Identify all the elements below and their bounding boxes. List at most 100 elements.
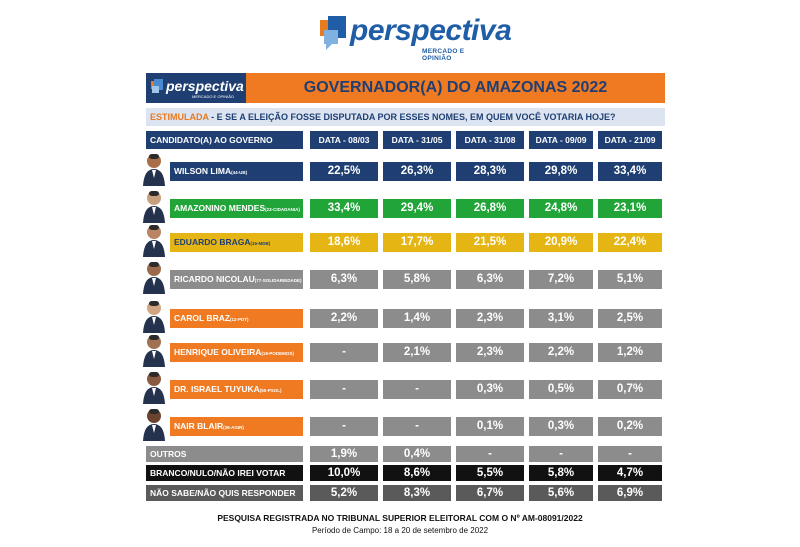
value-cell: - (310, 380, 378, 399)
value-cell: - (310, 417, 378, 436)
candidate-photo (142, 407, 166, 441)
value-cell: 0,5% (529, 380, 593, 399)
value-cell: 17,7% (383, 233, 451, 252)
row-label: AMAZONINO MENDES(23-CIDADANIA) (170, 199, 303, 218)
candidate-photo (142, 333, 166, 367)
value-cell: 6,7% (456, 485, 524, 501)
value-cell: 29,8% (529, 162, 593, 181)
header-brand-tagline: MERCADO E OPINIÃO (192, 94, 235, 99)
value-cell: 2,2% (310, 309, 378, 328)
candidate-name: RICARDO NICOLAU (174, 274, 255, 284)
value-cell: 22,5% (310, 162, 378, 181)
value-cell: 33,4% (310, 199, 378, 218)
chart-title: GOVERNADOR(A) DO AMAZONAS 2022 (303, 79, 608, 96)
value-cell: 5,1% (598, 270, 662, 289)
value-cell: 5,5% (456, 465, 524, 481)
row-label: EDUARDO BRAGA(15-MDB) (170, 233, 303, 252)
value-cell: - (456, 446, 524, 462)
column-header: DATA - 08/03 (310, 131, 378, 149)
candidate-photo (142, 152, 166, 186)
candidate-name: CAROL BRAZ (174, 313, 231, 323)
value-cell: 18,6% (310, 233, 378, 252)
candidate-photo (142, 299, 166, 333)
value-cell: 0,1% (456, 417, 524, 436)
candidate-party: (19-PODEMOS) (261, 351, 294, 356)
value-cell: 26,3% (383, 162, 451, 181)
value-cell: - (310, 343, 378, 362)
value-cell: 28,3% (456, 162, 524, 181)
value-cell: 2,1% (383, 343, 451, 362)
field-period-note: Período de Campo: 18 a 20 de setembro de… (311, 526, 489, 535)
value-cell: 23,1% (598, 199, 662, 218)
row-label: BRANCO/NULO/NÃO IREI VOTAR (146, 465, 303, 481)
candidate-photo (142, 189, 166, 223)
candidate-name: BRANCO/NULO/NÃO IREI VOTAR (150, 468, 286, 478)
row-label: RICARDO NICOLAU(77-SOLIDARIEDADE) (170, 270, 303, 289)
candidate-name: AMAZONINO MENDES (174, 203, 266, 213)
candidate-party: (50-PSOL) (259, 388, 282, 393)
value-cell: 0,2% (598, 417, 662, 436)
column-header: DATA - 31/05 (383, 131, 451, 149)
value-cell: 0,4% (383, 446, 451, 462)
column-header: DATA - 09/09 (529, 131, 593, 149)
value-cell: 6,3% (456, 270, 524, 289)
value-cell: 20,9% (529, 233, 593, 252)
row-label: DR. ISRAEL TUYUKA(50-PSOL) (170, 380, 303, 399)
value-cell: 21,5% (456, 233, 524, 252)
candidate-party: (23-CIDADANIA) (265, 207, 300, 212)
value-cell: - (529, 446, 593, 462)
value-cell: 6,3% (310, 270, 378, 289)
value-cell: 1,9% (310, 446, 378, 462)
row-label: NAIR BLAIR(36-AGIR) (170, 417, 303, 436)
row-label: WILSON LIMA(44-UB) (170, 162, 303, 181)
logo-mark-icon (320, 16, 346, 50)
row-label: OUTROS (146, 446, 303, 462)
candidate-name: WILSON LIMA (174, 166, 232, 176)
candidate-name: OUTROS (150, 449, 187, 459)
candidate-party: (15-MDB) (250, 241, 271, 246)
candidate-photo (142, 223, 166, 257)
candidate-party: (12-PDT) (230, 317, 249, 322)
column-header: DATA - 31/08 (456, 131, 524, 149)
brand-logo: perspectiva MERCADO E OPINIÃO (318, 12, 512, 62)
candidate-photo (142, 370, 166, 404)
candidate-name: DR. ISRAEL TUYUKA (174, 384, 260, 394)
candidate-photo (142, 260, 166, 294)
chart-header: perspectiva MERCADO E OPINIÃO GOVERNADOR… (146, 73, 665, 103)
value-cell: 29,4% (383, 199, 451, 218)
value-cell: - (383, 380, 451, 399)
value-cell: 22,4% (598, 233, 662, 252)
value-cell: 26,8% (456, 199, 524, 218)
value-cell: 0,3% (456, 380, 524, 399)
registration-note: PESQUISA REGISTRADA NO TRIBUNAL SUPERIOR… (217, 513, 583, 523)
value-cell: 8,6% (383, 465, 451, 481)
value-cell: - (383, 417, 451, 436)
value-cell: 6,9% (598, 485, 662, 501)
value-cell: - (598, 446, 662, 462)
value-cell: 24,8% (529, 199, 593, 218)
candidate-name: NAIR BLAIR (174, 421, 224, 431)
logo-mark-icon (151, 79, 163, 93)
value-cell: 1,2% (598, 343, 662, 362)
value-cell: 2,5% (598, 309, 662, 328)
value-cell: 7,2% (529, 270, 593, 289)
value-cell: 4,7% (598, 465, 662, 481)
value-cell: 2,3% (456, 309, 524, 328)
value-cell: 5,8% (383, 270, 451, 289)
candidate-party: (77-SOLIDARIEDADE) (254, 278, 302, 283)
row-label: NÃO SABE/NÃO QUIS RESPONDER (146, 485, 303, 501)
column-header: DATA - 21/09 (598, 131, 662, 149)
value-cell: 33,4% (598, 162, 662, 181)
row-header: CANDIDATO(A) AO GOVERNO (146, 131, 303, 149)
value-cell: 1,4% (383, 309, 451, 328)
candidate-name: EDUARDO BRAGA (174, 237, 251, 247)
value-cell: 5,2% (310, 485, 378, 501)
question-text: - E SE A ELEIÇÃO FOSSE DISPUTADA POR ESS… (208, 112, 616, 122)
value-cell: 8,3% (383, 485, 451, 501)
value-cell: 0,3% (529, 417, 593, 436)
header-logo: perspectiva MERCADO E OPINIÃO (146, 73, 246, 103)
candidate-party: (44-UB) (231, 170, 248, 175)
value-cell: 0,7% (598, 380, 662, 399)
candidate-party: (36-AGIR) (223, 425, 244, 430)
value-cell: 5,6% (529, 485, 593, 501)
